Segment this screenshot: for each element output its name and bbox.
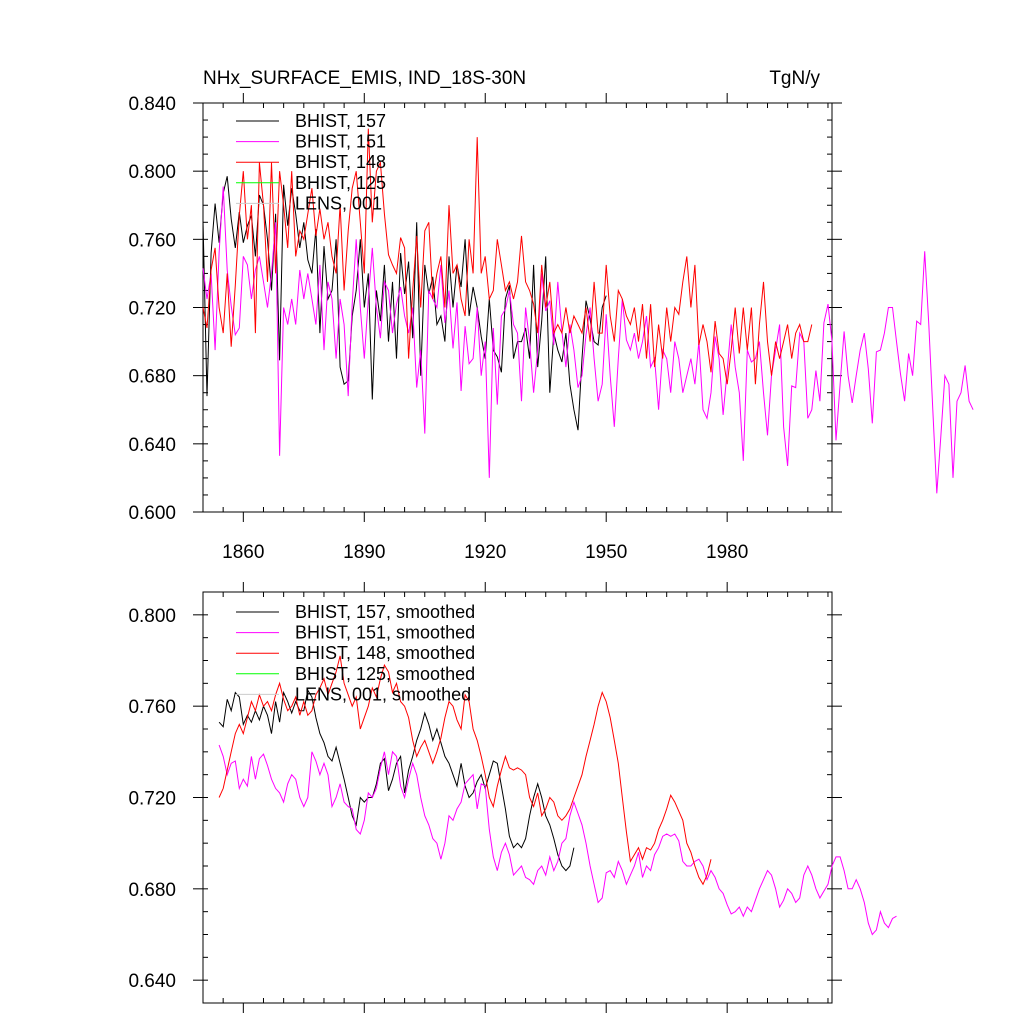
bottom-legend-label: BHIST, 151, smoothed bbox=[295, 623, 475, 643]
bottom-y-tick-label: 0.680 bbox=[128, 880, 176, 901]
bottom-legend-label: LENS, 001, smoothed bbox=[295, 684, 471, 704]
bottom-panel: 0.640 0.680 0.720 0.760 0.800 BHIST, 157, smo… bbox=[128, 582, 897, 1013]
top-chart-title: NHx_SURFACE_EMIS, IND_18S-30N bbox=[203, 68, 526, 89]
bottom-y-tick-label: 0.760 bbox=[128, 697, 176, 718]
top-y-tick-label: 0.840 bbox=[128, 94, 176, 115]
top-x-tick-label: 1860 bbox=[222, 542, 264, 563]
top-x-tick-label: 1890 bbox=[343, 542, 385, 563]
top-legend-label: LENS, 001 bbox=[295, 193, 382, 213]
top-panel: NHx_SURFACE_EMIS, IND_18S-30N TgN/y 1860… bbox=[128, 68, 974, 563]
top-y-tick-label: 0.760 bbox=[128, 230, 176, 251]
top-legend-label: BHIST, 125 bbox=[295, 173, 386, 193]
bottom-y-tick-label: 0.720 bbox=[128, 789, 176, 810]
top-series-line-2 bbox=[202, 128, 813, 385]
top-legend-label: BHIST, 157 bbox=[295, 111, 386, 131]
bottom-series-line-0 bbox=[218, 688, 575, 872]
top-y-tick-label: 0.720 bbox=[128, 299, 176, 320]
top-y-tick-label: 0.600 bbox=[128, 503, 176, 524]
bottom-y-tick-label: 0.640 bbox=[128, 971, 176, 992]
bottom-legend-label: BHIST, 148, smoothed bbox=[295, 643, 475, 663]
top-y-tick-label: 0.800 bbox=[128, 162, 176, 183]
top-x-tick-label: 1950 bbox=[585, 542, 627, 563]
top-x-tick-label: 1980 bbox=[706, 542, 748, 563]
top-x-tick-label: 1920 bbox=[464, 542, 506, 563]
top-chart-units: TgN/y bbox=[769, 68, 820, 89]
top-y-tick-label: 0.640 bbox=[128, 435, 176, 456]
top-legend-label: BHIST, 151 bbox=[295, 132, 386, 152]
bottom-legend-label: BHIST, 125, smoothed bbox=[295, 664, 475, 684]
bottom-series-line-1 bbox=[218, 744, 897, 936]
top-y-tick-label: 0.680 bbox=[128, 367, 176, 388]
bottom-series-line-2 bbox=[218, 655, 712, 886]
top-series-line-0 bbox=[202, 176, 607, 431]
bottom-legend-label: BHIST, 157, smoothed bbox=[295, 602, 475, 622]
top-legend-label: BHIST, 148 bbox=[295, 152, 386, 172]
bottom-y-tick-label: 0.800 bbox=[128, 606, 176, 627]
